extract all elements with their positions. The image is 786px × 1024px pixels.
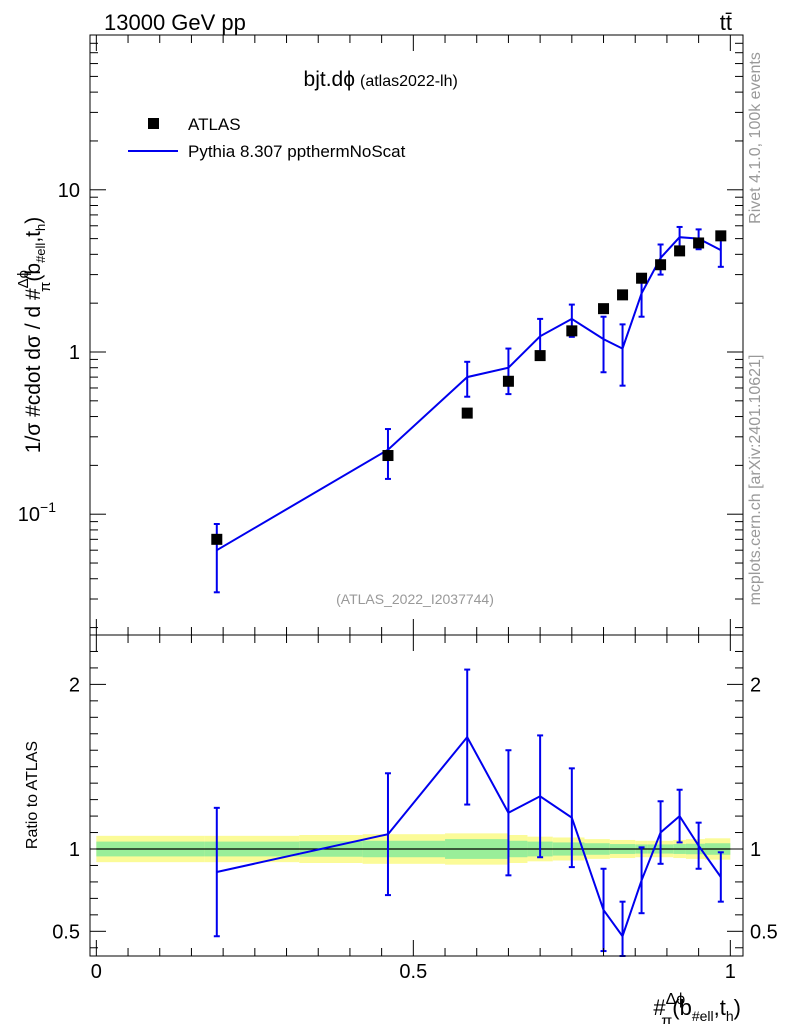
ratio-tick-label-right: 1 [750,839,761,861]
y-tick-label: 1 [69,342,80,364]
ratio-tick-label-left: 1 [69,839,80,861]
data-point [674,245,686,257]
x-label-sub2: h [726,1008,734,1024]
chart-subtitle: (atlas2022-lh) [360,73,458,90]
main-axis-ticks: 10−1 1 10 [18,34,743,629]
data-point [461,407,473,419]
chart-title: bjt.dϕ [304,68,355,91]
data-point [534,350,546,362]
data-point [617,289,629,301]
process-label: tt̄ [720,10,732,35]
y-label-frac-den: π [37,282,54,292]
svg-text:#Δϕπ(b#ell,th): #Δϕ π(b#ell,th) [653,991,741,1024]
y-label-close: ) [22,217,45,224]
y-label-main: 1/σ #cdot dσ / d # [22,288,45,453]
mc-series-line [216,236,722,552]
y-tick-label: 10 [58,180,80,202]
x-label-prefix: # [653,995,666,1020]
ratio-tick-label-left: 0.5 [52,921,80,943]
data-point [693,237,705,249]
x-label-open: (b [672,995,692,1020]
ratio-axis-ticks: 0.5 0.5 1 1 2 2 [52,650,778,949]
watermark-label: (ATLAS_2022_I2037744) [336,591,494,607]
ratio-y-axis-label: Ratio to ATLAS [24,741,41,849]
y-label-open: (b [22,263,45,282]
legend-mc-label: Pythia 8.307 ppthermNoScat [188,142,406,161]
legend: ATLAS Pythia 8.307 ppthermNoScat [128,115,406,161]
svg-text:1/σ #cdot dσ / d #Δϕπ(b#ell,th: 1/σ #cdot dσ / d #Δϕ π(b#ell,th) [15,217,54,453]
x-label-frac-num: Δϕ [666,991,686,1008]
data-point [598,303,610,315]
x-label-frac-den: π [661,1013,672,1024]
x-label-comma: ,t [714,995,726,1020]
data-point [715,230,727,242]
x-label-close: ) [734,995,741,1020]
data-point [502,375,514,387]
y-label-comma: ,t [22,231,45,243]
data-point [566,325,578,337]
y-label-frac-num: Δϕ [15,270,32,288]
y-label-sub1: #ell [33,243,48,263]
data-point [211,533,223,545]
data-point [636,272,648,284]
y-axis-label: 1/σ #cdot dσ / d #Δϕ π(b#ell,th) [15,217,54,453]
y-tick-label: 10−1 [18,499,56,526]
legend-data-marker [148,118,159,129]
ratio-tick-label-left: 2 [69,674,80,696]
y-label-sub2: h [33,224,48,231]
x-axis-ticks: 0 0.5 1 [91,35,736,983]
x-tick-label: 0.5 [399,961,427,983]
ratio-tick-label-right: 0.5 [750,921,778,943]
data-point [655,259,667,271]
energy-label: 13000 GeV pp [104,10,246,35]
ratio-tick-label-right: 2 [750,674,761,696]
ratio-plot-frame [89,634,744,957]
rivet-info-label: Rivet 4.1.0, 100k events [747,52,764,224]
x-axis-label: #Δϕ π(b#ell,th) [653,991,741,1024]
x-tick-label: 1 [725,961,736,983]
data-point [382,450,394,462]
data-markers [211,230,727,545]
x-tick-label: 0 [91,961,102,983]
legend-data-label: ATLAS [188,115,241,134]
ratio-series-line [216,735,722,939]
main-plot-panel: 10−1 1 10 bjt.dϕ (atlas2022-lh) (ATLAS_202… [15,34,744,636]
x-label-sub1: #ell [692,1008,714,1024]
source-info-label: mcplots.cern.ch [arXiv:2401.10621] [747,355,764,606]
ratio-mc-error-bars [213,668,724,957]
ratio-plot-panel: 0.5 0.5 1 1 2 2 Ratio to ATLAS [24,634,778,957]
